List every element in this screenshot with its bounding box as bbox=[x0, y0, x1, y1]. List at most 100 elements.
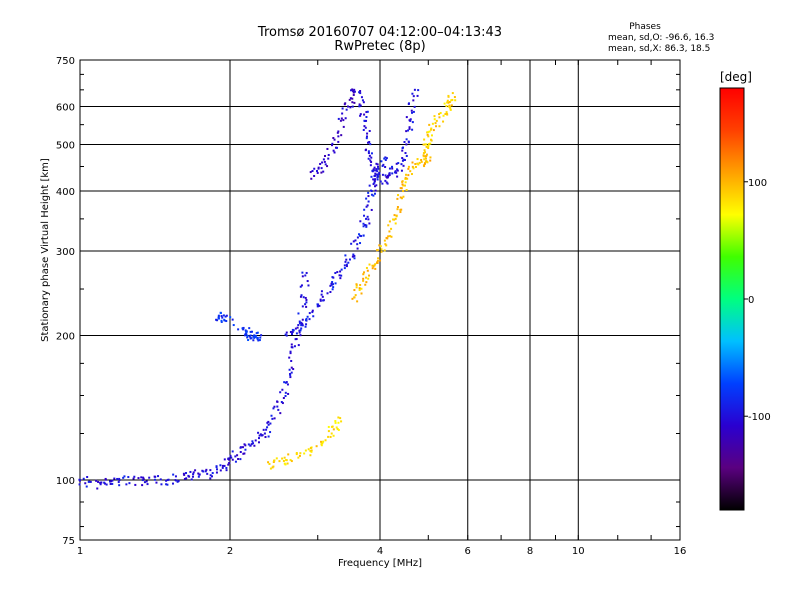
data-point bbox=[324, 439, 327, 442]
data-point bbox=[99, 483, 102, 486]
data-point bbox=[379, 180, 382, 183]
data-point bbox=[395, 162, 398, 165]
data-point bbox=[301, 318, 304, 321]
data-point bbox=[359, 242, 362, 245]
data-point bbox=[341, 112, 344, 115]
data-point bbox=[223, 464, 226, 467]
data-point bbox=[374, 267, 377, 270]
data-point bbox=[382, 163, 385, 166]
data-point bbox=[422, 152, 425, 155]
data-point bbox=[355, 283, 358, 286]
data-point bbox=[387, 224, 390, 227]
data-point bbox=[454, 99, 457, 102]
data-point bbox=[197, 472, 200, 475]
data-point bbox=[141, 484, 144, 487]
data-point bbox=[376, 261, 379, 264]
data-point bbox=[395, 171, 398, 174]
data-point bbox=[445, 111, 448, 114]
data-point bbox=[290, 333, 293, 336]
data-point bbox=[310, 449, 313, 452]
data-point bbox=[374, 263, 377, 266]
data-point bbox=[407, 167, 410, 170]
data-point bbox=[417, 89, 420, 92]
data-point bbox=[409, 170, 412, 173]
data-point bbox=[269, 467, 272, 470]
data-point bbox=[358, 105, 361, 108]
data-point bbox=[365, 148, 368, 151]
data-point bbox=[286, 383, 289, 386]
data-point bbox=[290, 346, 293, 349]
data-point bbox=[373, 185, 376, 188]
data-point bbox=[397, 162, 400, 165]
data-point bbox=[145, 480, 148, 483]
data-point bbox=[220, 320, 223, 323]
data-point bbox=[386, 176, 389, 179]
data-point bbox=[183, 477, 186, 480]
data-point bbox=[337, 429, 340, 432]
data-point bbox=[209, 477, 212, 480]
data-point bbox=[244, 448, 247, 451]
data-point bbox=[365, 115, 368, 118]
data-point bbox=[377, 257, 380, 260]
data-point bbox=[338, 274, 341, 277]
data-point bbox=[448, 101, 451, 104]
data-point bbox=[153, 475, 156, 478]
data-point bbox=[410, 173, 413, 176]
data-point bbox=[301, 271, 304, 274]
data-point bbox=[353, 90, 356, 93]
data-point bbox=[429, 142, 432, 145]
data-point bbox=[401, 149, 404, 152]
data-point bbox=[100, 481, 103, 484]
data-point bbox=[453, 96, 456, 99]
data-point bbox=[429, 156, 432, 159]
data-point bbox=[349, 97, 352, 100]
data-point bbox=[96, 487, 99, 490]
data-point bbox=[316, 170, 319, 173]
data-point bbox=[365, 119, 368, 122]
data-point bbox=[350, 242, 353, 245]
data-point bbox=[369, 159, 372, 162]
data-point bbox=[297, 456, 300, 459]
data-point bbox=[300, 284, 303, 287]
data-point bbox=[330, 283, 333, 286]
data-point bbox=[351, 101, 354, 104]
data-point bbox=[301, 323, 304, 326]
data-point bbox=[299, 452, 302, 455]
data-point bbox=[376, 174, 379, 177]
data-point bbox=[361, 99, 364, 102]
data-point bbox=[216, 319, 219, 322]
data-point bbox=[283, 456, 286, 459]
data-point bbox=[404, 176, 407, 179]
data-point bbox=[272, 407, 275, 410]
data-point bbox=[351, 297, 354, 300]
data-point bbox=[339, 417, 342, 420]
data-point bbox=[380, 248, 383, 251]
data-point bbox=[257, 437, 260, 440]
data-point bbox=[371, 169, 374, 172]
data-point bbox=[405, 154, 408, 157]
phase-stats-x: mean, sd,X: 86.3, 18.5 bbox=[608, 44, 711, 54]
data-point bbox=[237, 457, 240, 460]
data-point bbox=[255, 332, 258, 335]
data-point bbox=[320, 293, 323, 296]
data-point bbox=[356, 243, 359, 246]
data-point bbox=[280, 401, 283, 404]
data-point bbox=[358, 91, 361, 94]
data-point bbox=[231, 318, 234, 321]
data-point bbox=[336, 146, 339, 149]
data-point bbox=[417, 163, 420, 166]
data-point bbox=[236, 454, 239, 457]
data-point bbox=[295, 332, 298, 335]
data-point bbox=[386, 182, 389, 185]
data-point bbox=[365, 111, 368, 114]
data-point bbox=[366, 110, 369, 113]
data-point bbox=[392, 218, 395, 221]
data-point bbox=[323, 154, 326, 157]
data-point bbox=[365, 137, 368, 140]
colorbar-tick-label: -100 bbox=[748, 412, 771, 423]
data-point bbox=[384, 158, 387, 161]
data-point bbox=[249, 444, 252, 447]
data-point bbox=[359, 234, 362, 237]
data-point bbox=[362, 279, 365, 282]
data-point bbox=[363, 271, 366, 274]
